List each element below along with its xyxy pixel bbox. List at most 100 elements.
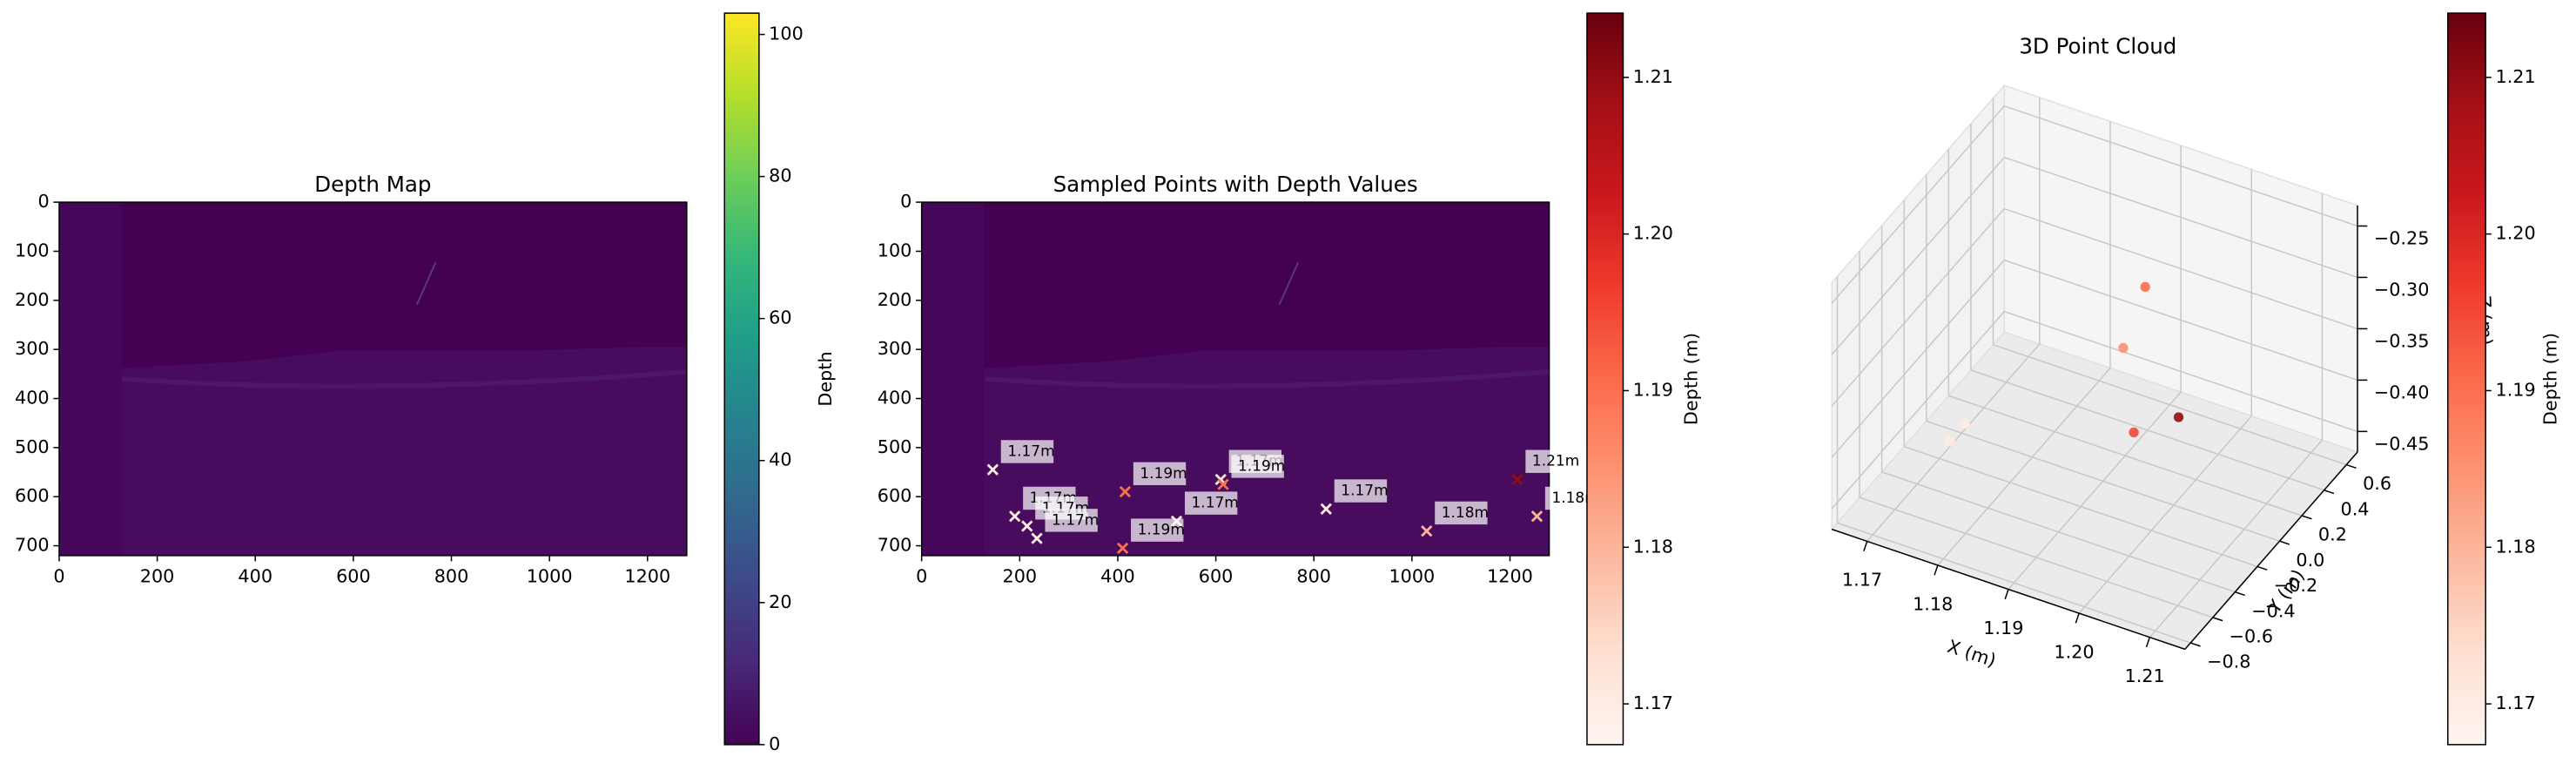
x-tick [2145, 637, 2150, 648]
value-label-box [1133, 462, 1187, 486]
x-tick-label: 1200 [624, 565, 670, 586]
chart-title: Depth Map [314, 172, 431, 197]
colorbar [723, 12, 760, 746]
y-tick-label: 600 [15, 485, 50, 506]
axis-line [1831, 528, 2186, 651]
y-tick-label: 100 [15, 240, 50, 260]
x-tick-label: 400 [1100, 565, 1135, 586]
value-label-box [1334, 479, 1388, 503]
depth-image-detail [1278, 261, 1300, 306]
x-tick-label: 800 [434, 565, 469, 586]
colorbar-label: Depth [815, 351, 836, 406]
y-tick-label: 0.2 [2318, 524, 2347, 545]
grid-line [1831, 105, 2005, 304]
value-label-box [1231, 455, 1284, 478]
y-tick-label: 500 [878, 436, 912, 457]
y-tick [2235, 591, 2245, 597]
point-marker [1217, 478, 1229, 490]
axes-frame [920, 201, 1550, 557]
point [2173, 412, 2184, 422]
point-marker [1021, 520, 1033, 532]
chart-title: 3D Point Cloud [2019, 34, 2176, 59]
y-tick [2345, 463, 2357, 469]
point [2118, 342, 2129, 354]
point [1960, 419, 1970, 429]
colorbar-label: Depth (m) [2540, 333, 2561, 425]
y-tick-label: 600 [878, 485, 912, 506]
depth-image-detail [921, 202, 985, 556]
z-tick-label: −0.30 [2374, 280, 2430, 301]
x-tick-label: 1000 [527, 565, 573, 586]
x-tick [1934, 564, 1939, 576]
y-tick-label: 0.4 [2341, 498, 2370, 519]
colorbar-tick-label: 0 [769, 733, 780, 754]
grid-line [2004, 259, 2358, 382]
x-tick-label: 1.18 [1913, 593, 1953, 614]
depth-image-detail [415, 261, 437, 306]
x-tick-label: 0 [53, 565, 64, 586]
grid-line [1831, 311, 2005, 510]
depth-image-region [122, 347, 687, 556]
y-tick-label: 0.0 [2296, 550, 2324, 571]
y-tick-label: 400 [878, 388, 912, 409]
value-label: 1.19m [1238, 457, 1285, 475]
value-label-box [1435, 501, 1488, 525]
value-label: 1.17m [1052, 511, 1099, 529]
y-tick-label: 700 [15, 535, 50, 556]
point [2140, 281, 2150, 293]
grid-line [2004, 207, 2358, 330]
point-marker [1421, 524, 1433, 537]
value-label: 1.18m [1442, 504, 1489, 522]
value-label: 1.21m [1532, 453, 1579, 470]
colorbar-tick-label: 1.18 [1633, 536, 1673, 557]
colorbar [2447, 12, 2486, 746]
point-marker [1530, 510, 1544, 523]
value-label-box [1184, 491, 1238, 515]
colorbar-tick-label: 1.21 [2495, 66, 2535, 87]
colorbar-tick-label: 1.21 [1633, 66, 1673, 87]
colorbar-tick-label: 40 [769, 449, 791, 470]
x-tick [2075, 612, 2080, 624]
y-tick [2212, 617, 2223, 622]
colorbar-tick-label: 60 [769, 307, 791, 328]
x-tick-label: 1.17 [1842, 570, 1882, 591]
point-marker [1119, 485, 1132, 498]
y-tick-label: −0.8 [2207, 652, 2250, 672]
colorbar-tick-label: 1.20 [2495, 223, 2535, 244]
x-tick [2004, 589, 2009, 600]
depth-image-detail [984, 369, 1550, 389]
grid-line [1993, 344, 2347, 466]
grid-line [1881, 471, 2236, 593]
y-tick-label: 200 [15, 289, 50, 310]
y-tick [2301, 515, 2312, 520]
y-tick-label: 0.6 [2363, 473, 2391, 494]
x-tick-label: 1200 [1487, 565, 1533, 586]
axis-line [2184, 451, 2358, 650]
colorbar-tick-label: 1.17 [1633, 692, 1673, 713]
grid-line [2004, 310, 2358, 433]
y-tick [2324, 490, 2335, 495]
grid-line [2149, 439, 2323, 638]
grid-line [1859, 496, 2214, 618]
y-tick [2257, 565, 2268, 571]
colorbar-tick-label: 1.20 [1633, 223, 1673, 244]
colorbar-tick-label: 1.18 [2495, 536, 2535, 557]
value-label-box [1045, 509, 1098, 532]
grid-line [1970, 369, 2324, 491]
grid-line [1926, 420, 2280, 542]
y-tick-label: −0.4 [2251, 600, 2295, 621]
x-tick-label: 1.21 [2125, 665, 2165, 686]
grid-line [1837, 522, 2191, 644]
value-label: 1.19m [1138, 522, 1185, 539]
y-tick-label: 200 [878, 289, 912, 310]
y-tick-label: 300 [878, 338, 912, 359]
y-tick-label: 700 [878, 535, 912, 556]
value-label-box [1000, 440, 1054, 463]
colorbar-tick-label: 1.19 [1633, 379, 1673, 400]
grid-line [2004, 105, 2358, 227]
z-tick-label: −0.45 [2374, 433, 2430, 454]
grid-line [1948, 395, 2303, 517]
y-tick-label: 300 [15, 338, 50, 359]
y-tick-label: −0.2 [2274, 575, 2317, 596]
point [2129, 427, 2139, 438]
